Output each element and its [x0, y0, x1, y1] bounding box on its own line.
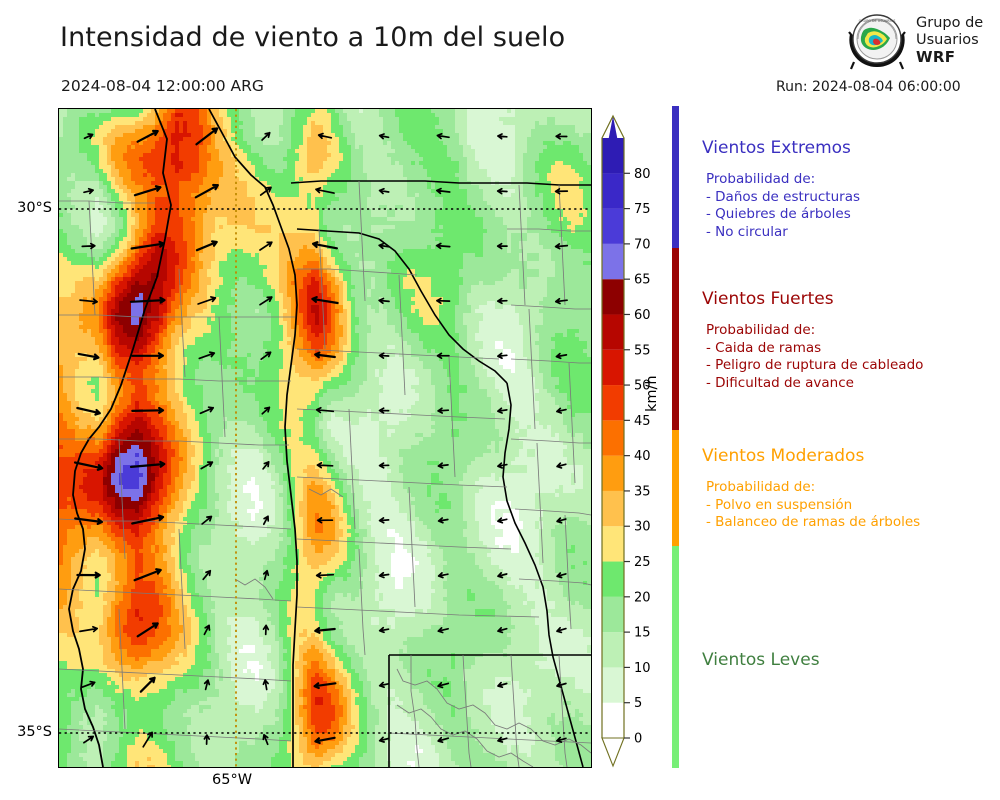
valid-time-label: 2024-08-04 12:00:00 ARG — [61, 77, 264, 95]
wind-intensity-map[interactable] — [58, 108, 592, 768]
legend-line: - Peligro de ruptura de cableado — [706, 357, 924, 373]
logo-text: Grupo de Usuarios WRF — [916, 15, 983, 67]
legend-heading-leves: Vientos Leves — [702, 650, 820, 670]
map-canvas — [59, 109, 591, 767]
svg-text:50: 50 — [634, 379, 651, 394]
legend-line: - Daños de estructuras — [706, 188, 861, 205]
legend-bar-extremos — [672, 106, 679, 248]
logo-line-3: WRF — [916, 48, 956, 66]
svg-text:45: 45 — [634, 414, 651, 429]
svg-text:10: 10 — [634, 661, 651, 676]
colorbar-unit-label: km/h — [644, 375, 660, 412]
legend-block-moderados: Vientos Moderados Probabilidad de: - Pol… — [702, 446, 920, 532]
legend-lines-moderados: Probabilidad de: - Polvo en suspensión -… — [702, 479, 920, 532]
svg-text:60: 60 — [634, 308, 651, 323]
legend-line: - No circular — [706, 223, 788, 240]
legend-line: - Quiebres de árboles — [706, 206, 851, 222]
lon-label-65W: 65°W — [212, 772, 253, 788]
legend-line: Probabilidad de: — [706, 322, 816, 338]
legend-line: Probabilidad de: — [706, 171, 816, 187]
run-time-label: Run: 2024-08-04 06:00:00 — [776, 79, 961, 95]
colorbar-canvas: 0 5 10 15 20 25 30 35 40 45 50 55 60 65 70 75 80 — [601, 114, 651, 768]
legend-block-leves: Vientos Leves — [702, 650, 820, 683]
wind-category-legend: Vientos Extremos Probabilidad de: - Daño… — [672, 106, 992, 768]
svg-text:GRUPO DE USUARIOS: GRUPO DE USUARIOS — [859, 19, 896, 23]
legend-lines-extremos: Probabilidad de: - Daños de estructuras … — [702, 171, 860, 241]
svg-text:70: 70 — [634, 237, 651, 252]
wrf-globe-emblem-icon: GRUPO DE USUARIOS — [848, 14, 906, 70]
page-title: Intensidad de viento a 10m del suelo — [60, 22, 566, 53]
legend-line: - Caida de ramas — [706, 339, 822, 356]
legend-heading-extremos: Vientos Extremos — [702, 138, 851, 158]
svg-text:15: 15 — [634, 626, 651, 641]
wind-speed-raster — [59, 109, 591, 767]
svg-text:30: 30 — [634, 520, 651, 535]
legend-line: Probabilidad de: — [706, 479, 816, 495]
svg-text:55: 55 — [634, 343, 651, 358]
legend-line: - Balanceo de ramas de árboles — [706, 514, 921, 530]
legend-line: - Polvo en suspensión — [706, 496, 853, 513]
lat-label-30S: 30°S — [17, 200, 52, 216]
legend-line: - Dificultad de avance — [706, 374, 854, 391]
legend-heading-moderados: Vientos Moderados — [702, 446, 865, 466]
svg-text:75: 75 — [634, 202, 651, 217]
logo: GRUPO DE USUARIOS Grupo de Usuarios WRF — [846, 12, 996, 74]
legend-bar-leves — [672, 546, 679, 768]
legend-block-fuertes: Vientos Fuertes Probabilidad de: - Caida… — [702, 289, 923, 392]
svg-text:0: 0 — [634, 732, 642, 747]
logo-line-2: Usuarios — [916, 32, 979, 48]
svg-text:35: 35 — [634, 484, 651, 499]
svg-text:80: 80 — [634, 167, 651, 182]
svg-text:65: 65 — [634, 273, 651, 288]
wind-direction-arrows — [73, 127, 569, 748]
svg-text:5: 5 — [634, 696, 642, 711]
svg-text:20: 20 — [634, 590, 651, 605]
legend-heading-fuertes: Vientos Fuertes — [702, 289, 834, 309]
legend-lines-fuertes: Probabilidad de: - Caida de ramas - Peli… — [702, 322, 923, 392]
colorbar: 0 5 10 15 20 25 30 35 40 45 50 55 60 65 70 75 80 — [598, 108, 662, 768]
legend-block-extremos: Vientos Extremos Probabilidad de: - Daño… — [702, 138, 860, 241]
svg-text:40: 40 — [634, 449, 651, 464]
coordinate-gridlines — [59, 109, 591, 767]
legend-bar-moderados — [672, 430, 679, 546]
legend-bar-fuertes — [672, 248, 679, 430]
logo-line-1: Grupo de — [916, 15, 984, 31]
lat-label-35S: 35°S — [17, 724, 52, 740]
svg-text:25: 25 — [634, 555, 651, 570]
political-borders — [59, 109, 591, 767]
